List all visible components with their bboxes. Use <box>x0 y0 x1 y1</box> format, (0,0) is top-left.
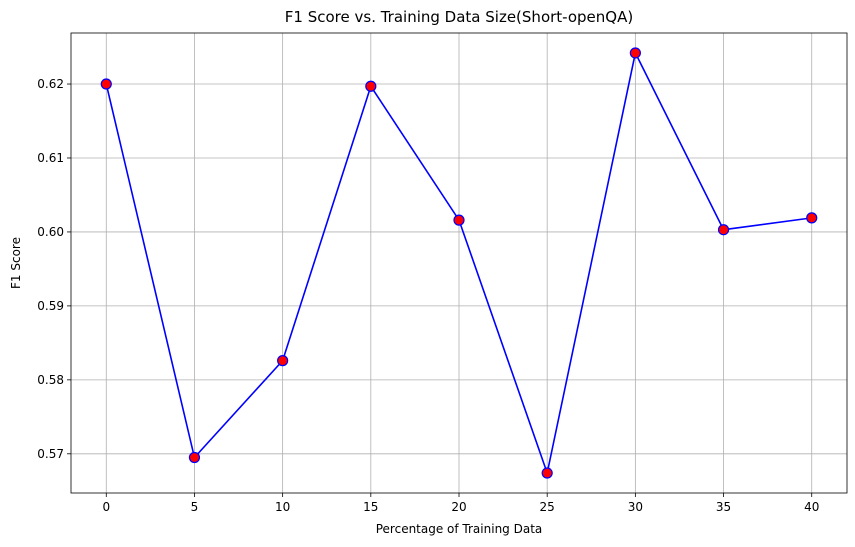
data-point-marker <box>629 47 641 59</box>
x-axis-label: Percentage of Training Data <box>376 522 543 536</box>
x-tick-label: 35 <box>716 500 731 514</box>
x-tick-label: 0 <box>102 500 110 514</box>
y-tick-label: 0.58 <box>37 373 64 387</box>
y-tick-label: 0.62 <box>37 77 64 91</box>
x-tick-label: 15 <box>363 500 378 514</box>
series-group <box>100 47 818 479</box>
y-tick-label: 0.61 <box>37 151 64 165</box>
axis-ticks: 0 5 10 15 20 25 30 35 40 0.57 0.58 0.59 0.60 0.61 0.62 <box>37 77 819 514</box>
y-tick-label: 0.60 <box>37 225 64 239</box>
data-point-marker <box>453 214 465 226</box>
data-point-marker <box>806 212 818 224</box>
y-tick-label: 0.57 <box>37 447 64 461</box>
data-point-marker <box>277 355 289 367</box>
data-point-marker <box>188 451 201 464</box>
data-point-marker <box>541 467 553 479</box>
x-tick-label: 30 <box>628 500 643 514</box>
x-tick-label: 20 <box>451 500 466 514</box>
plot-frame <box>70 32 848 494</box>
data-point-marker <box>100 78 112 90</box>
x-tick-label: 25 <box>540 500 555 514</box>
data-point-marker <box>365 80 377 92</box>
chart-title: F1 Score vs. Training Data Size(Short-op… <box>285 8 633 26</box>
y-tick-label: 0.59 <box>37 299 64 313</box>
x-tick-label: 40 <box>804 500 819 514</box>
grid-lines <box>71 33 847 493</box>
y-axis-label: F1 Score <box>9 237 23 289</box>
x-tick-label: 10 <box>275 500 290 514</box>
x-tick-label: 5 <box>191 500 199 514</box>
data-point-marker <box>717 224 730 236</box>
